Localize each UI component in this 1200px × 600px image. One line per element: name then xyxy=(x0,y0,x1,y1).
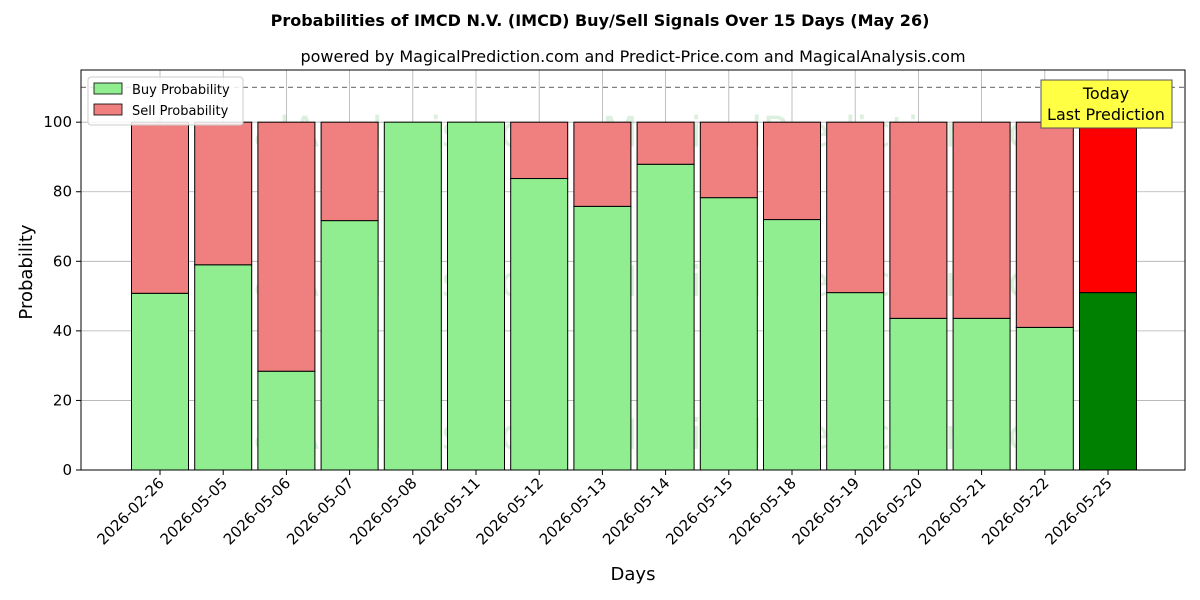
bars xyxy=(131,121,1137,471)
x-tick-label: 2026-05-19 xyxy=(789,474,863,548)
x-tick-label: 2026-05-18 xyxy=(725,474,799,548)
x-tick-label: 2026-05-11 xyxy=(409,474,483,548)
bar-buy xyxy=(194,264,253,471)
bar-buy xyxy=(573,205,632,471)
x-tick-label: 2026-05-07 xyxy=(283,474,357,548)
x-tick-label: 2026-02-26 xyxy=(93,474,167,548)
bar-buy xyxy=(1079,292,1137,471)
legend-swatch-buy xyxy=(93,82,123,95)
today-annotation: Today Last Prediction xyxy=(1040,79,1173,129)
y-tick-label: 40 xyxy=(53,322,72,340)
x-tick-label: 2026-05-14 xyxy=(599,474,673,548)
x-tick-label: 2026-05-25 xyxy=(1041,474,1115,548)
bar-sell xyxy=(826,121,885,294)
x-tick-label: 2026-05-06 xyxy=(220,474,294,548)
bar-sell xyxy=(952,121,1011,319)
bar-sell xyxy=(1079,121,1137,294)
bar-sell xyxy=(573,121,632,207)
y-tick-label: 60 xyxy=(53,252,72,270)
today-label: Today xyxy=(1082,84,1129,103)
x-tick-label: 2026-05-22 xyxy=(978,474,1052,548)
legend-box xyxy=(87,76,244,126)
y-tick-label: 100 xyxy=(43,113,72,131)
legend-label-buy: Buy Probability xyxy=(132,83,230,98)
x-axis-title: Days xyxy=(611,564,656,585)
bar-buy xyxy=(510,178,569,471)
chart-subtitle: powered by MagicalPrediction.com and Pre… xyxy=(300,47,965,66)
chart-title: Probabilities of IMCD N.V. (IMCD) Buy/Se… xyxy=(271,11,930,30)
x-tick-label: 2026-05-05 xyxy=(157,474,231,548)
bar-sell xyxy=(510,121,569,180)
y-tick-label: 80 xyxy=(53,183,72,201)
bar-buy xyxy=(383,121,442,471)
legend-swatch-sell xyxy=(93,103,123,116)
bar-sell xyxy=(194,121,253,266)
x-tick-label: 2026-05-13 xyxy=(536,474,610,548)
bar-sell xyxy=(1015,121,1074,328)
bar-buy xyxy=(447,121,505,471)
bar-buy xyxy=(257,370,316,471)
x-tick-label: 2026-05-20 xyxy=(852,474,926,548)
bar-buy xyxy=(826,292,885,471)
bar-buy xyxy=(320,220,379,471)
bar-buy xyxy=(1015,326,1074,471)
bar-buy xyxy=(763,219,821,471)
bar-sell xyxy=(257,121,316,372)
y-axis-title: Probability xyxy=(16,224,37,319)
plot-frame xyxy=(80,69,1186,471)
bar-sell xyxy=(131,121,189,294)
x-tick-label: 2026-05-15 xyxy=(662,474,736,548)
y-tick-label: 0 xyxy=(62,461,72,479)
bar-buy xyxy=(952,317,1011,471)
bar-buy xyxy=(131,292,189,471)
legend: Buy Probability Sell Probability xyxy=(87,76,244,126)
legend-label-sell: Sell Probability xyxy=(132,104,229,119)
bar-sell xyxy=(636,121,695,165)
x-tick-label: 2026-05-21 xyxy=(915,474,989,548)
x-tick-label: 2026-05-08 xyxy=(346,474,420,548)
bar-buy xyxy=(699,197,758,471)
bar-sell xyxy=(320,121,379,222)
bar-sell xyxy=(763,121,821,221)
today-annotation-box xyxy=(1040,79,1173,129)
last-prediction-label: Last Prediction xyxy=(1047,105,1165,124)
bar-sell xyxy=(889,121,948,319)
y-tick-label: 20 xyxy=(53,391,72,409)
bar-buy xyxy=(636,163,695,471)
bar-sell xyxy=(699,121,758,199)
bar-buy xyxy=(889,317,948,471)
x-tick-label: 2026-05-12 xyxy=(473,474,547,548)
